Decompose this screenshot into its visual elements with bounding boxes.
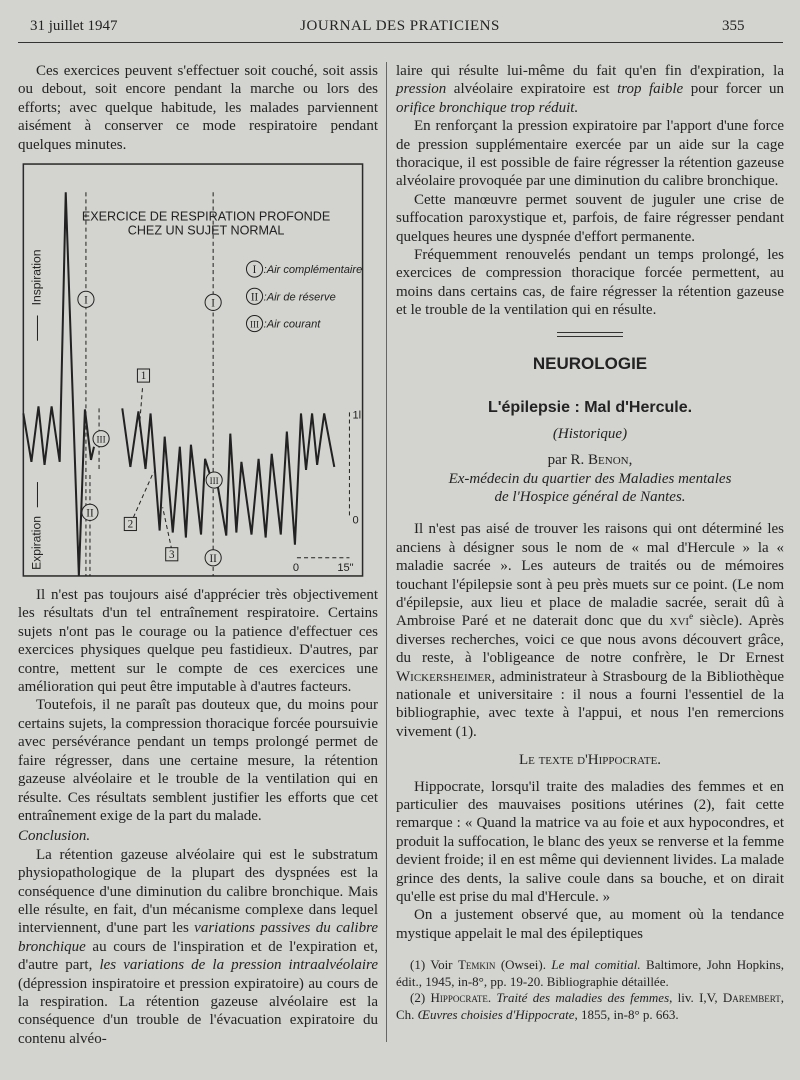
- paragraph: Cette manœuvre permet souvent de juguler…: [396, 191, 784, 245]
- svg-text:III: III: [210, 476, 219, 486]
- circle-label-II-1: II: [81, 503, 99, 521]
- affiliation: Ex-médecin du quartier des Maladies ment…: [448, 470, 732, 505]
- leader-3: [162, 507, 173, 550]
- legend-label-air-complementaire: :Air complémentaire: [264, 264, 363, 276]
- subheading: Le texte d'Hippocrate.: [518, 752, 662, 769]
- scale-bottom-label: 0: [352, 514, 358, 526]
- paragraph: Ces exercices peuvent s'effectuer soit c…: [18, 63, 378, 153]
- paragraph: Il n'est pas toujours aisé d'apprécier t…: [18, 587, 378, 696]
- footnotes: (1) Voir Temkin (Owsei). Le mal comitial…: [396, 957, 784, 1023]
- axis-inspiration: Inspiration: [30, 250, 44, 306]
- circle-label-I-1: I: [77, 290, 95, 308]
- scale-top-label: 1l: [352, 409, 361, 421]
- footnote-2: (2) Hippocrate. Traité des maladies des …: [396, 990, 784, 1022]
- header-page-number: 355: [722, 18, 745, 34]
- time-start-label: 0: [293, 562, 299, 574]
- circle-label-III-1: III: [92, 430, 110, 448]
- leader-2: [132, 471, 155, 518]
- paragraph: Hippocrate, lorsqu'il traite des maladie…: [396, 778, 784, 906]
- respiration-figure: EXERCICE DE RESPIRATION PROFONDE CHEZ UN…: [22, 163, 364, 577]
- column-divider: [386, 62, 387, 1042]
- circle-label-III-2: III: [205, 471, 223, 489]
- svg-text:III: III: [250, 320, 259, 330]
- time-end-label: 15": [337, 562, 353, 574]
- svg-text:I: I: [84, 294, 88, 306]
- legend-II: II: [245, 287, 264, 305]
- paragraph: On a justement observé que, au moment où…: [396, 907, 784, 942]
- legend-I: I: [245, 260, 264, 278]
- box-label-2: 2: [123, 516, 137, 532]
- circle-label-II-2: II: [204, 549, 222, 567]
- paragraph: Il n'est pas aisé de trouver les raisons…: [396, 521, 784, 740]
- paragraph: En renforçant la pression expiratoire pa…: [396, 118, 784, 190]
- paragraph: La rétention gazeuse alvéolaire qui est …: [18, 846, 379, 1047]
- header-journal: JOURNAL DES PRATICIENS: [300, 18, 500, 34]
- box-label-1: 1: [136, 368, 151, 383]
- legend-label-air-de-reserve: :Air de réserve: [264, 291, 336, 303]
- svg-text:2: 2: [128, 519, 134, 531]
- svg-text:III: III: [97, 435, 106, 445]
- box-label-3: 3: [165, 547, 179, 562]
- svg-text:I: I: [253, 264, 257, 276]
- respiration-trace-1: [22, 192, 95, 577]
- right-column: laire qui résulte lui-même du fait qu'en…: [396, 62, 784, 1023]
- figure-title-1: EXERCICE DE RESPIRATION PROFONDE: [82, 210, 330, 224]
- conclusion-heading: Conclusion.: [18, 828, 91, 845]
- article-title: L'épilepsie : Mal d'Hercule.: [487, 398, 693, 416]
- section-rule: [557, 331, 623, 337]
- header-date: 31 juillet 1947: [30, 18, 118, 34]
- footnote-1: (1) Voir Temkin (Owsei). Le mal comitial…: [396, 957, 785, 989]
- figure-border: [22, 163, 364, 577]
- left-column: Ces exercices peuvent s'effectuer soit c…: [18, 62, 378, 1048]
- byline: par R. Benon,: [547, 452, 633, 469]
- section-heading: NEUROLOGIE: [532, 353, 648, 373]
- svg-text:I: I: [211, 297, 215, 309]
- legend-label-air-courant: :Air courant: [264, 319, 322, 331]
- svg-text:3: 3: [169, 549, 175, 561]
- article-subtitle: (Historique): [552, 425, 628, 442]
- svg-text:II: II: [209, 553, 217, 565]
- circle-label-I-2: I: [204, 293, 222, 311]
- svg-text:1: 1: [141, 370, 147, 382]
- svg-text:II: II: [86, 507, 94, 519]
- legend-III: III: [245, 315, 264, 333]
- paragraph: Toutefois, il ne paraît pas douteux que,…: [18, 697, 378, 824]
- paragraph: laire qui résulte lui-même du fait qu'en…: [396, 63, 785, 116]
- header-rule: [18, 42, 783, 43]
- axis-expiration: Expiration: [30, 516, 44, 570]
- paragraph: Fréquemment renouvelés pendant un temps …: [396, 247, 784, 319]
- svg-text:II: II: [251, 291, 259, 303]
- figure-title-2: CHEZ UN SUJET NORMAL: [128, 224, 285, 238]
- respiration-trace-2: [121, 408, 336, 545]
- leader-1: [138, 388, 143, 427]
